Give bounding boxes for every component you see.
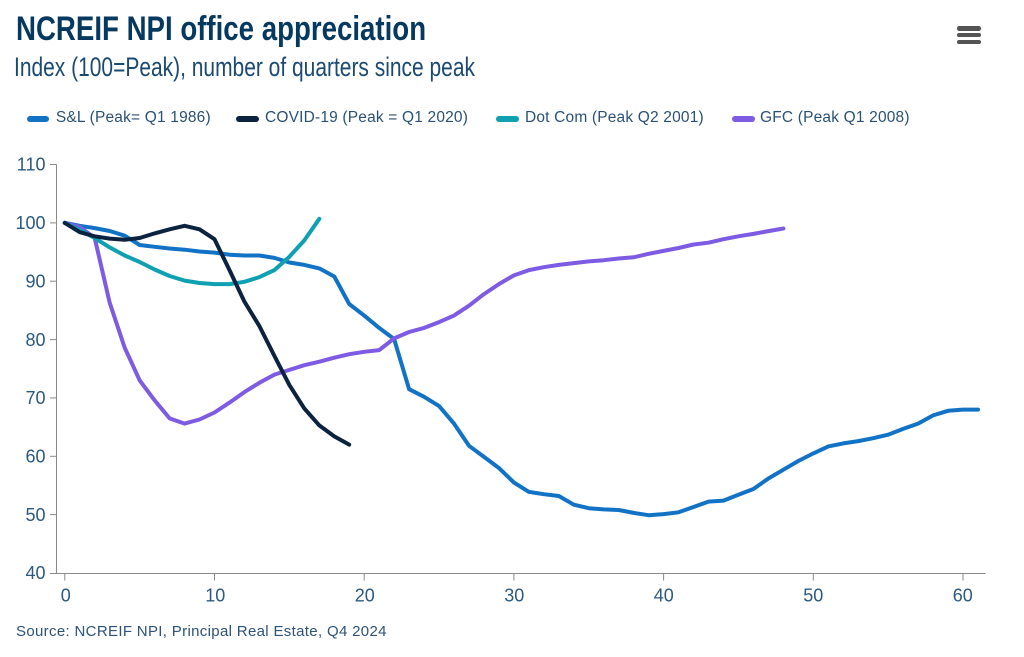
svg-text:110: 110 [17,155,46,175]
svg-text:70: 70 [25,388,45,408]
svg-text:40: 40 [654,586,674,606]
svg-text:30: 30 [504,586,524,606]
svg-text:50: 50 [803,586,823,606]
svg-text:90: 90 [25,271,45,291]
svg-text:80: 80 [25,330,45,350]
svg-text:40: 40 [25,563,45,583]
svg-text:50: 50 [25,505,45,525]
svg-text:10: 10 [205,586,225,606]
svg-text:60: 60 [25,447,45,467]
svg-text:100: 100 [15,213,45,233]
svg-text:20: 20 [355,586,375,606]
svg-text:0: 0 [61,586,71,606]
svg-text:60: 60 [953,586,973,606]
